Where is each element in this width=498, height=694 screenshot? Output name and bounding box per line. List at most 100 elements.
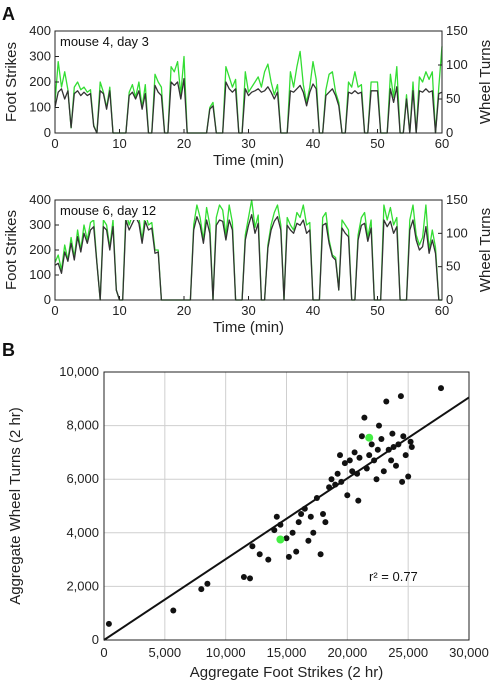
y-right-tick-label: 100 [446, 57, 468, 72]
data-point [349, 468, 356, 475]
data-point [376, 422, 382, 429]
regression-line [103, 396, 470, 641]
data-point [402, 452, 409, 459]
data-point [383, 398, 390, 405]
data-point [373, 476, 380, 483]
x-axis-label: Aggregate Foot Strikes (2 hr) [190, 664, 383, 681]
data-point [204, 580, 211, 587]
data-point [346, 457, 353, 464]
data-point [198, 586, 205, 593]
x-tick-label: 30,000 [449, 645, 489, 660]
data-point [289, 529, 296, 536]
data-point [256, 551, 263, 558]
data-point [374, 446, 381, 453]
x-tick-label: 60 [435, 136, 449, 151]
x-tick-label: 40 [306, 136, 320, 151]
y-left-tick-label: 0 [44, 125, 51, 140]
data-point [407, 438, 414, 445]
data-point [273, 513, 280, 520]
data-point [310, 529, 317, 536]
data-point [277, 521, 284, 528]
y-right-tick-label: 150 [446, 23, 468, 38]
annotation-background [57, 33, 169, 51]
x-tick-label: 50 [370, 303, 384, 318]
y-right-tick-label: 0 [446, 292, 453, 307]
data-point [366, 452, 373, 459]
data-point [247, 575, 253, 582]
data-point [170, 607, 177, 614]
annotation-background [57, 202, 169, 220]
y-left-tick-label: 200 [29, 74, 51, 89]
data-point [438, 385, 444, 392]
data-point [389, 430, 396, 437]
x-tick-label: 15,000 [267, 645, 307, 660]
panel-annotation: mouse 4, day 3 [60, 34, 149, 49]
panel-annotation: mouse 6, day 12 [60, 203, 156, 218]
data-point [265, 556, 272, 563]
data-point [328, 476, 335, 483]
data-point [332, 481, 339, 488]
x-tick-label: 30 [241, 136, 255, 151]
data-point [240, 574, 247, 580]
x-tick-label: 0 [51, 136, 58, 151]
data-point [338, 478, 345, 485]
data-point [408, 444, 415, 450]
x-tick-label: 40 [306, 303, 320, 318]
data-point [371, 457, 378, 464]
x-tick-label: 50 [370, 136, 384, 151]
data-point [388, 457, 395, 464]
plot-frame [103, 371, 470, 641]
data-point [334, 470, 341, 477]
y-tick-label: 2,000 [66, 578, 99, 593]
line-chart-mouse6: 0 10 20 30 40 50 600100200300400050100150mouse… [3, 192, 494, 336]
x-tick-label: 20 [177, 303, 191, 318]
data-point [295, 519, 302, 526]
y-left-tick-label: 100 [29, 267, 51, 282]
y-tick-label: 10,000 [59, 364, 99, 379]
data-point [307, 513, 314, 520]
x-tick-label: 20 [177, 136, 191, 151]
x-tick-label: 30 [241, 303, 255, 318]
line-chart-mouse4: 0 10 20 30 40 50 600100200300400050100150mouse… [3, 23, 494, 169]
data-point [249, 543, 256, 550]
x-tick-label: 0 [100, 645, 107, 660]
x-tick-label: 10 [112, 303, 126, 318]
y-left-tick-label: 400 [29, 23, 51, 38]
y-left-axis-label: Foot Strikes [3, 210, 20, 290]
y-left-tick-label: 400 [29, 192, 51, 207]
y-right-axis-label: Wheel Turns [477, 40, 494, 124]
data-point [285, 553, 292, 560]
data-point [337, 452, 343, 459]
series-line-left [54, 46, 443, 134]
y-right-axis-label: Wheel Turns [477, 208, 494, 292]
panel-a-label: A [2, 4, 15, 24]
data-point [358, 433, 365, 440]
y-right-tick-label: 150 [446, 192, 468, 207]
data-point [400, 433, 407, 440]
x-tick-label: 10 [112, 136, 126, 151]
data-point [355, 497, 362, 504]
data-point [301, 505, 308, 512]
data-point [397, 393, 404, 400]
scatter-chart-aggregate: 0 5,000 10,000 15,000 20,000 25,000 30,000 0 2,0… [7, 364, 489, 681]
data-point [341, 460, 348, 467]
y-left-tick-label: 300 [29, 49, 51, 64]
data-point [283, 535, 290, 542]
y-left-tick-label: 300 [29, 217, 51, 232]
data-point [326, 484, 333, 491]
data-point [320, 511, 326, 517]
data-point [380, 468, 387, 475]
y-left-tick-label: 200 [29, 242, 51, 257]
y-right-tick-label: 50 [446, 91, 460, 106]
x-axis-label: Time (min) [213, 152, 284, 169]
y-left-tick-label: 100 [29, 100, 51, 115]
y-axis-label: Aggregate Wheel Turns (2 hr) [7, 407, 24, 605]
x-tick-label: 10,000 [206, 645, 246, 660]
y-right-tick-label: 0 [446, 125, 453, 140]
data-point [361, 414, 368, 421]
data-point [313, 495, 320, 501]
y-right-tick-label: 50 [446, 259, 460, 274]
data-point [271, 527, 278, 534]
x-tick-label: 0 [51, 303, 58, 318]
data-point [344, 492, 351, 499]
